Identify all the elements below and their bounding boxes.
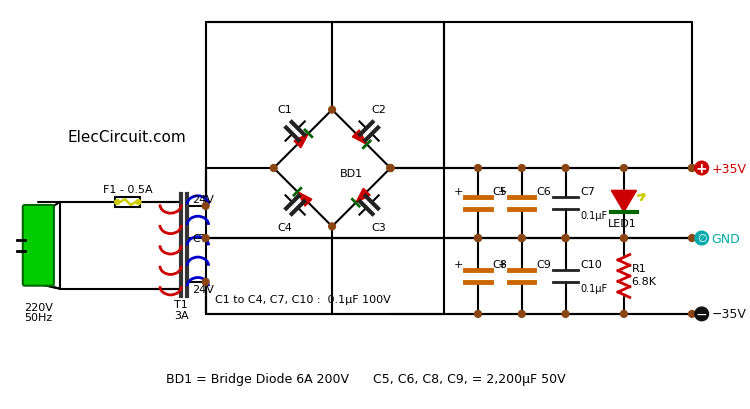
Circle shape [518, 165, 525, 172]
Circle shape [328, 223, 335, 230]
Circle shape [202, 203, 209, 210]
Text: +: + [696, 162, 707, 175]
Circle shape [475, 235, 482, 242]
Text: ∅: ∅ [697, 234, 706, 243]
Circle shape [695, 307, 709, 321]
Text: LED1: LED1 [608, 218, 636, 228]
Text: GND: GND [712, 232, 740, 245]
Text: 24V: 24V [192, 284, 214, 294]
Text: C2: C2 [372, 104, 386, 114]
Polygon shape [611, 191, 637, 212]
Circle shape [695, 231, 709, 245]
Circle shape [387, 165, 394, 172]
Circle shape [202, 279, 209, 285]
Text: BD1: BD1 [340, 169, 363, 178]
Text: C3: C3 [372, 223, 386, 233]
Text: +: + [454, 187, 464, 197]
Text: R1: R1 [632, 263, 646, 274]
Text: C7: C7 [580, 187, 595, 197]
Circle shape [562, 311, 569, 317]
Circle shape [562, 235, 569, 242]
Text: F1 - 0.5A: F1 - 0.5A [103, 185, 153, 195]
Circle shape [620, 165, 627, 172]
Circle shape [620, 311, 627, 317]
Text: C10: C10 [580, 260, 602, 270]
Circle shape [688, 235, 695, 242]
Polygon shape [298, 192, 312, 207]
Circle shape [136, 200, 141, 205]
Text: ElecCircuit.com: ElecCircuit.com [68, 130, 186, 145]
Text: 0.1μF: 0.1μF [580, 210, 608, 220]
Circle shape [518, 235, 525, 242]
Text: 24V: 24V [192, 195, 214, 204]
Circle shape [328, 107, 335, 114]
Circle shape [270, 165, 278, 172]
Text: 3A: 3A [174, 310, 189, 320]
Text: C9: C9 [536, 260, 551, 270]
Text: CT: CT [192, 234, 206, 243]
Text: T1: T1 [175, 299, 188, 310]
Text: 6.8K: 6.8K [632, 276, 657, 286]
Text: 220V: 220V [24, 303, 52, 312]
Circle shape [620, 235, 627, 242]
Text: +: + [498, 187, 507, 197]
Text: C5: C5 [493, 187, 507, 197]
Circle shape [562, 235, 569, 242]
Circle shape [518, 235, 525, 242]
Text: 50Hz: 50Hz [24, 312, 52, 322]
Circle shape [475, 311, 482, 317]
Circle shape [695, 162, 709, 175]
Text: C8: C8 [493, 260, 508, 270]
Text: −: − [696, 307, 707, 321]
FancyBboxPatch shape [22, 205, 54, 286]
Polygon shape [356, 189, 370, 203]
Text: −35V: −35V [712, 308, 746, 321]
Text: C1: C1 [278, 104, 292, 114]
Text: +35V: +35V [712, 162, 746, 175]
Circle shape [518, 311, 525, 317]
Polygon shape [352, 130, 367, 145]
Text: +: + [498, 260, 507, 270]
Circle shape [620, 235, 627, 242]
Text: 0.1μF: 0.1μF [580, 283, 608, 293]
Text: +: + [454, 260, 464, 270]
Circle shape [688, 165, 695, 172]
Circle shape [475, 235, 482, 242]
Circle shape [387, 165, 394, 172]
Bar [116, 198, 140, 207]
Circle shape [688, 165, 695, 172]
Text: C1 to C4, C7, C10 :  0.1μF 100V: C1 to C4, C7, C10 : 0.1μF 100V [215, 295, 391, 305]
Circle shape [387, 165, 394, 172]
Circle shape [562, 165, 569, 172]
Text: C6: C6 [536, 187, 551, 197]
Text: C4: C4 [278, 223, 292, 233]
Polygon shape [294, 134, 308, 148]
Circle shape [202, 235, 209, 242]
Circle shape [475, 165, 482, 172]
Circle shape [115, 200, 119, 205]
Text: BD1 = Bridge Diode 6A 200V      C5, C6, C8, C9, = 2,200μF 50V: BD1 = Bridge Diode 6A 200V C5, C6, C8, C… [166, 372, 566, 385]
Circle shape [688, 311, 695, 317]
